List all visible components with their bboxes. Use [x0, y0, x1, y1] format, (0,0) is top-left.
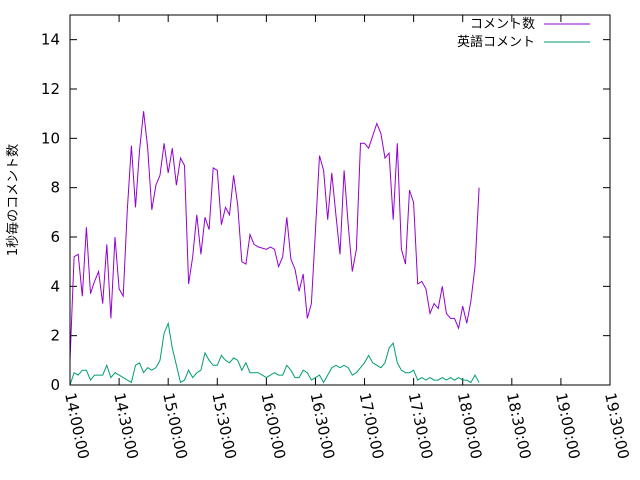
x-axis-ticks: 14:00:00 14:30:00 15:00:00 15:30:00 16:00:00… — [61, 15, 633, 461]
x-tick-label: 16:00:00 — [257, 391, 289, 461]
y-axis-title: 1秒毎のコメント数 — [5, 144, 21, 256]
y-tick-label: 4 — [50, 277, 60, 295]
legend-label: 英語コメント — [457, 34, 535, 50]
x-tick-label: 18:30:00 — [503, 391, 535, 461]
x-tick-label: 19:00:00 — [552, 391, 584, 461]
series-line-1 — [69, 321, 480, 386]
y-tick-label: 8 — [50, 179, 60, 197]
x-tick-label: 15:00:00 — [159, 391, 191, 461]
y-tick-label: 14 — [41, 31, 60, 49]
x-tick-label: 17:00:00 — [356, 391, 388, 461]
y-tick-label: 0 — [50, 376, 60, 394]
series-layer — [69, 111, 480, 386]
y-tick-label: 6 — [50, 228, 60, 246]
x-tick-label: 14:30:00 — [110, 391, 142, 461]
plot-frame — [69, 14, 611, 386]
y-axis-ticks: 0 2 4 6 8 10 12 14 — [41, 31, 610, 394]
y-tick-label: 10 — [41, 129, 60, 147]
x-tick-label: 14:00:00 — [61, 391, 93, 461]
x-tick-label: 19:30:00 — [601, 391, 633, 461]
x-tick-label: 15:30:00 — [208, 391, 240, 461]
x-tick-label: 16:30:00 — [307, 391, 339, 461]
x-tick-label: 17:30:00 — [405, 391, 437, 461]
series-line-0 — [69, 111, 480, 361]
x-tick-label: 18:00:00 — [454, 391, 486, 461]
y-tick-label: 12 — [41, 80, 60, 98]
y-tick-label: 2 — [50, 327, 60, 345]
legend-label: コメント数 — [470, 17, 535, 32]
